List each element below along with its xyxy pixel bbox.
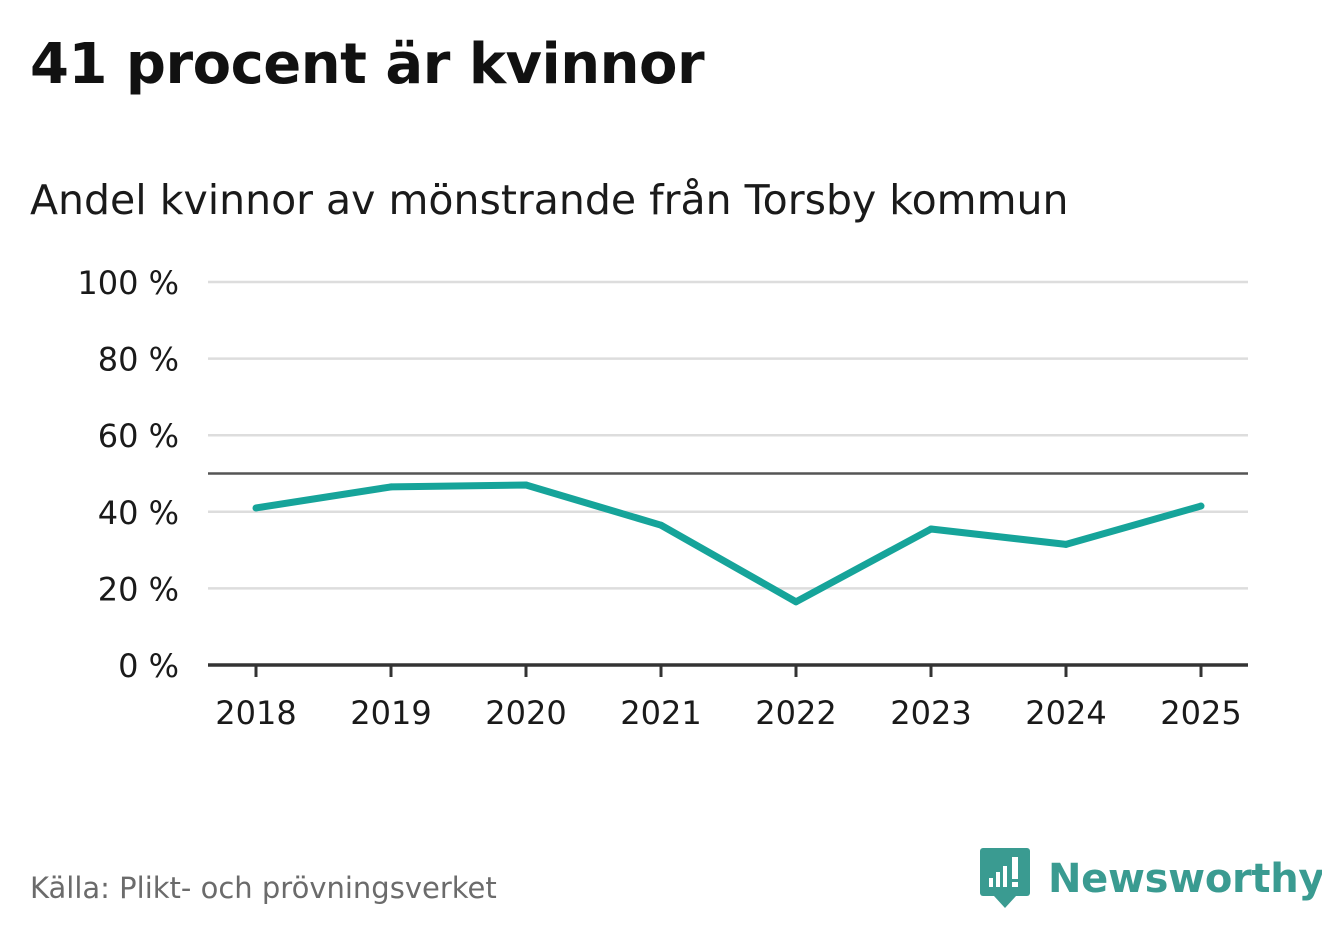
y-tick-label: 100 % <box>77 264 179 302</box>
newsworthy-logo-icon <box>980 848 1030 908</box>
data-point <box>657 521 665 529</box>
source-note: Källa: Plikt- och prövningsverket <box>30 871 497 905</box>
x-tick-label: 2023 <box>890 694 971 732</box>
data-point <box>1062 540 1070 548</box>
brand-logo: Newsworthy <box>980 848 1322 910</box>
data-point <box>522 481 530 489</box>
data-point <box>252 504 260 512</box>
y-tick-label: 40 % <box>98 494 179 532</box>
y-tick-label: 20 % <box>98 570 179 608</box>
x-tick-label: 2022 <box>755 694 836 732</box>
y-tick-label: 80 % <box>98 341 179 379</box>
x-tick-label: 2021 <box>620 694 701 732</box>
y-tick-label: 60 % <box>98 417 179 455</box>
series-line <box>255 481 1202 606</box>
data-point <box>792 598 800 606</box>
chart-subtitle: Andel kvinnor av mönstrande från Torsby … <box>30 176 1069 224</box>
data-point <box>387 483 395 491</box>
x-tick-label: 2020 <box>485 694 566 732</box>
brand-name: Newsworthy <box>1048 856 1322 902</box>
chart-title: 41 procent är kvinnor <box>30 32 705 97</box>
data-point <box>927 525 935 533</box>
x-tick-label: 2025 <box>1160 694 1241 732</box>
x-tick-label: 2019 <box>350 694 431 732</box>
x-tick-label: 2018 <box>215 694 296 732</box>
data-point <box>1197 502 1205 510</box>
y-tick-label: 0 % <box>118 647 179 685</box>
x-tick-label: 2024 <box>1025 694 1106 732</box>
line-chart: 0 % 20 % 40 % 60 % 80 % 100 % 2018 2019 2020 2021… <box>77 264 1248 732</box>
